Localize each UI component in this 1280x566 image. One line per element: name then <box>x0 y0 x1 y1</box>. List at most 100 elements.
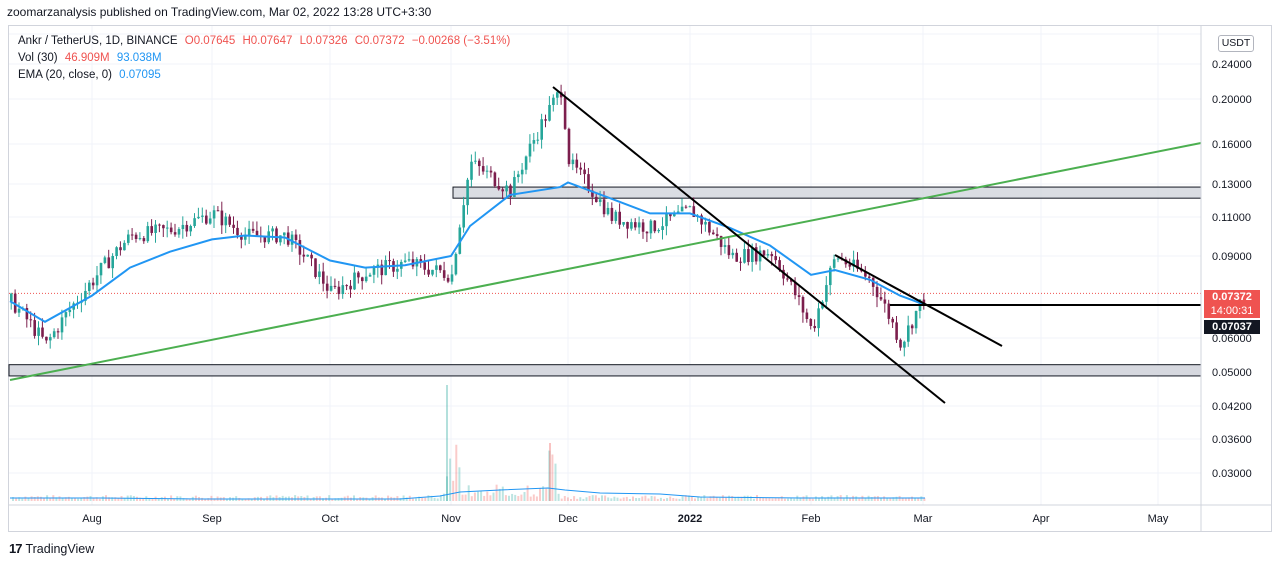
tradingview-logo[interactable]: 17 TradingView <box>9 541 94 556</box>
volume-bar <box>712 495 715 501</box>
volume-bar <box>622 497 625 501</box>
candle-body <box>37 327 40 336</box>
candle-body <box>739 261 742 263</box>
candle-body <box>130 234 134 236</box>
volume-bar <box>39 496 42 501</box>
candle-body <box>111 256 114 269</box>
volume-label: Vol (30) <box>18 52 58 64</box>
candle-body <box>193 218 196 227</box>
last-price-tag: 0.07372 <box>1204 290 1260 304</box>
candle-body <box>462 205 465 228</box>
candle-body <box>595 196 598 202</box>
currency-badge[interactable]: USDT <box>1218 35 1254 52</box>
candle-body <box>263 236 267 243</box>
candle-body <box>446 277 450 282</box>
volume-bar <box>802 496 805 501</box>
candle-body <box>661 226 664 231</box>
volume-bar <box>12 497 14 501</box>
volume-bar <box>728 495 731 501</box>
candle-body <box>782 269 785 279</box>
candle-body <box>88 282 91 291</box>
candle-body <box>614 211 618 221</box>
candle-body <box>337 286 341 295</box>
volume-bar <box>24 496 27 501</box>
volume-bar <box>411 498 414 501</box>
candle-body <box>431 269 434 275</box>
candle-body <box>127 234 130 243</box>
legend-ema-row: EMA (20, close, 0) 0.07095 <box>18 69 165 81</box>
volume-bar <box>666 498 669 501</box>
volume-bar <box>864 498 867 501</box>
volume-bar <box>653 496 656 501</box>
volume-bar <box>446 385 448 501</box>
candle-body <box>587 174 590 191</box>
candle-body <box>676 211 680 213</box>
y-tick-label: 0.04200 <box>1212 401 1252 413</box>
candle-body <box>778 260 781 270</box>
candle-body <box>637 222 641 228</box>
candle-body <box>177 229 181 235</box>
volume-bar <box>917 497 920 501</box>
volume-bar <box>67 496 70 501</box>
volume-bar <box>721 495 724 501</box>
chart-frame[interactable] <box>8 25 1272 532</box>
volume-bar <box>625 496 628 501</box>
volume-bar <box>207 498 210 501</box>
candle-body <box>513 177 516 198</box>
volume-bar <box>551 454 554 501</box>
candle-body <box>571 159 575 165</box>
candle-body <box>817 308 820 329</box>
candle-body <box>630 222 633 229</box>
volume-bar <box>560 498 563 501</box>
x-tick-label: Oct <box>321 513 338 525</box>
level-price-tag: 0.07037 <box>1204 320 1260 334</box>
candle-body <box>247 228 251 236</box>
volume-bar <box>833 497 836 501</box>
candle-body <box>786 278 789 280</box>
candle-body <box>29 319 33 321</box>
candle-body <box>439 265 442 271</box>
volume-bar <box>480 491 483 501</box>
volume-bar <box>818 498 820 501</box>
volume-bar <box>855 496 858 501</box>
candle-body <box>731 252 735 256</box>
volume-bar <box>675 498 678 501</box>
candle-body <box>466 179 469 206</box>
candle-body <box>470 161 473 180</box>
volume-bar <box>790 497 793 501</box>
volume-bar <box>483 495 486 501</box>
candle-body <box>536 139 540 141</box>
volume-bar <box>858 498 861 501</box>
volume-bar <box>136 496 138 501</box>
candle-body <box>610 207 614 221</box>
candle-body <box>349 285 352 290</box>
volume-bar <box>356 498 359 501</box>
volume-bar <box>799 497 802 501</box>
candle-body <box>735 252 738 262</box>
volume-bar <box>774 497 777 501</box>
candle-body <box>641 222 645 232</box>
candle-body <box>758 250 762 262</box>
candle-body <box>478 160 481 167</box>
candle-body <box>216 210 220 212</box>
volume-bar <box>346 495 349 501</box>
volume-bar <box>114 497 117 501</box>
candle-body <box>283 232 286 236</box>
candle-body <box>653 220 657 232</box>
candle-body <box>680 206 684 212</box>
volume-bar <box>613 496 616 501</box>
volume-bar <box>244 498 247 501</box>
volume-bar <box>731 495 734 501</box>
candle-body <box>532 140 536 144</box>
volume-bar <box>387 495 390 501</box>
candle-body <box>173 232 177 235</box>
candle-body <box>517 174 520 178</box>
volume-bar <box>539 487 541 501</box>
volume-bar <box>421 497 424 501</box>
ema-label: EMA (20, close, 0) <box>18 69 112 81</box>
volume-bar <box>86 496 89 501</box>
volume-bar <box>545 488 548 501</box>
candle-body <box>883 299 887 304</box>
volume-bar <box>517 496 520 501</box>
